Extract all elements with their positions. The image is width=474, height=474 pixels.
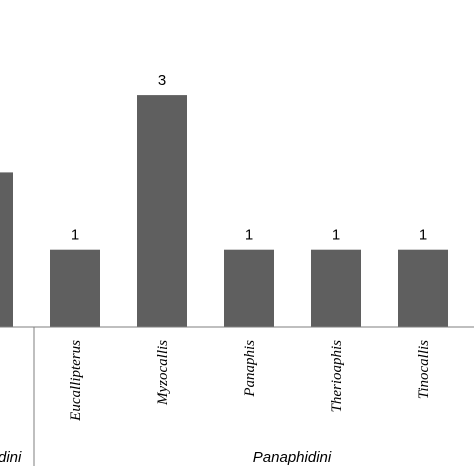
bars-layer: [0, 95, 448, 327]
bar-2: [137, 95, 187, 327]
tick-label-3: Panaphis: [242, 340, 258, 398]
tick-label-5: Tinocallis: [416, 340, 432, 399]
data-label-4: 1: [332, 227, 340, 244]
tick-label-4: Therioaphis: [329, 340, 345, 413]
bar-1: [50, 249, 100, 327]
value-labels-layer: 1 3 1 1 1: [71, 72, 427, 244]
group-label-left: dini: [0, 449, 22, 466]
group-label-panaphidini: Panaphidini: [253, 449, 332, 466]
bar-4: [311, 249, 361, 327]
data-label-1: 1: [71, 227, 79, 244]
data-label-3: 1: [245, 227, 253, 244]
bar-5: [398, 249, 448, 327]
data-label-2: 3: [158, 72, 166, 89]
data-label-5: 1: [419, 227, 427, 244]
tick-label-1: Eucallipterus: [68, 340, 84, 422]
bar-0: [0, 172, 13, 327]
tick-label-2: Myzocallis: [155, 340, 171, 406]
bar-3: [224, 249, 274, 327]
tick-labels-layer: Eucallipterus Myzocallis Panaphis Therioaph…: [68, 340, 432, 422]
